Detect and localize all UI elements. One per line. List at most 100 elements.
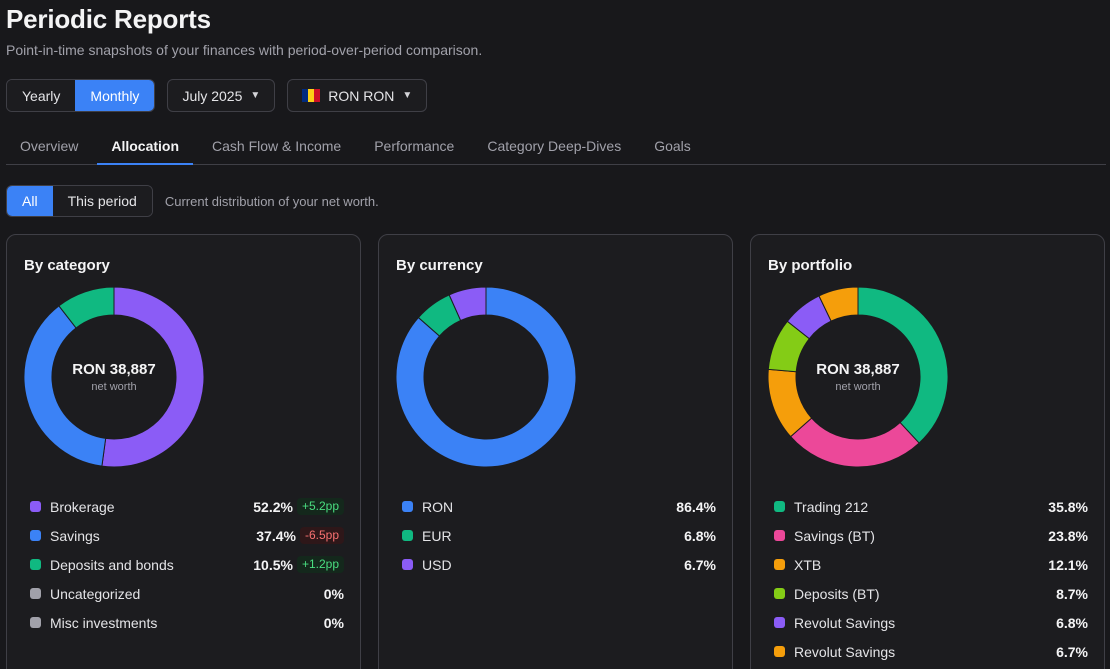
- scope-all-button[interactable]: All: [7, 186, 53, 216]
- donut-slice[interactable]: [396, 287, 576, 467]
- legend-label: Savings (BT): [794, 527, 875, 544]
- legend-label: EUR: [422, 527, 452, 544]
- currency-select[interactable]: RON RON ▼: [287, 79, 428, 112]
- legend-percentage: 0%: [323, 614, 344, 631]
- change-badge: -6.5pp: [299, 527, 344, 544]
- card-title: By portfolio: [768, 257, 853, 274]
- currency-legend: RON 86.4% EUR 6.8% USD 6.7%: [402, 492, 716, 579]
- legend-swatch: [774, 588, 785, 599]
- legend-swatch: [402, 501, 413, 512]
- tab-performance[interactable]: Performance: [374, 138, 455, 154]
- card-title: By currency: [396, 257, 483, 274]
- legend-swatch: [30, 617, 41, 628]
- legend-item: XTB 12.1%: [774, 550, 1088, 579]
- legend-item: RON 86.4%: [402, 492, 716, 521]
- legend-swatch: [774, 530, 785, 541]
- legend-swatch: [30, 588, 41, 599]
- currency-select-value: RON RON: [328, 87, 395, 104]
- legend-item: Savings (BT) 23.8%: [774, 521, 1088, 550]
- legend-label: Deposits (BT): [794, 585, 880, 602]
- legend-item: Deposits and bonds 10.5% +1.2pp: [30, 550, 344, 579]
- period-toggle: Yearly Monthly: [6, 79, 156, 112]
- legend-label: Savings: [50, 527, 100, 544]
- legend-percentage: 8.7%: [1056, 585, 1088, 602]
- legend-swatch: [774, 617, 785, 628]
- page-subtitle: Point-in-time snapshots of your finances…: [6, 42, 483, 58]
- legend-percentage: 23.8%: [1048, 527, 1088, 544]
- legend-label: Revolut Savings: [794, 643, 896, 660]
- donut-slice[interactable]: [818, 287, 859, 322]
- legend-percentage: 37.4%: [256, 527, 296, 544]
- portfolio-donut-chart: [768, 287, 948, 467]
- legend-percentage: 6.7%: [1056, 643, 1088, 660]
- scope-toggle: All This period: [6, 185, 153, 217]
- legend-item: Revolut Savings 6.8%: [774, 608, 1088, 637]
- legend-percentage: 6.8%: [684, 527, 716, 544]
- donut-slice[interactable]: [24, 305, 107, 467]
- category-card: By category RON 38,887 net worth Brokera…: [6, 234, 361, 669]
- legend-item: EUR 6.8%: [402, 521, 716, 550]
- scope-row: All This period Current distribution of …: [6, 185, 379, 217]
- tab-overview[interactable]: Overview: [20, 138, 79, 154]
- legend-item: USD 6.7%: [402, 550, 716, 579]
- legend-label: USD: [422, 556, 452, 573]
- category-donut-chart: [24, 287, 204, 467]
- page-title: Periodic Reports: [6, 4, 211, 34]
- legend-label: Deposits and bonds: [50, 556, 174, 573]
- legend-label: Revolut Savings: [794, 614, 896, 631]
- legend-swatch: [774, 559, 785, 570]
- month-select-value: July 2025: [182, 87, 243, 104]
- legend-swatch: [774, 501, 785, 512]
- portfolio-legend: Trading 212 35.8% Savings (BT) 23.8% XTB 12.1…: [774, 492, 1088, 666]
- portfolio-card: By portfolio RON 38,887 net worth Tradin…: [750, 234, 1105, 669]
- legend-label: RON: [422, 498, 454, 515]
- legend-item: Revolut Savings 6.7%: [774, 637, 1088, 666]
- legend-percentage: 12.1%: [1048, 556, 1088, 573]
- category-legend: Brokerage 52.2% +5.2pp Savings 37.4% -6.5pp De…: [30, 492, 344, 637]
- legend-label: Brokerage: [50, 498, 115, 515]
- legend-item: Misc investments 0%: [30, 608, 344, 637]
- scope-this-period-button[interactable]: This period: [52, 186, 152, 216]
- change-badge: +5.2pp: [296, 498, 344, 515]
- period-monthly-button[interactable]: Monthly: [75, 80, 155, 111]
- legend-swatch: [774, 646, 785, 657]
- legend-percentage: 52.2%: [253, 498, 293, 515]
- legend-item: Brokerage 52.2% +5.2pp: [30, 492, 344, 521]
- donut-slice[interactable]: [789, 417, 920, 467]
- donut-slice[interactable]: [58, 287, 115, 329]
- legend-label: Trading 212: [794, 498, 869, 515]
- currency-donut-chart: [396, 287, 576, 467]
- legend-swatch: [402, 530, 413, 541]
- tab-allocation[interactable]: Allocation: [97, 128, 193, 165]
- legend-percentage: 35.8%: [1048, 498, 1088, 515]
- report-controls: Yearly Monthly July 2025 ▼ RON RON ▼: [6, 79, 428, 112]
- legend-swatch: [30, 501, 41, 512]
- tab-category-deep-dives[interactable]: Category Deep-Dives: [487, 138, 622, 154]
- caret-down-icon: ▼: [250, 90, 261, 101]
- legend-item: Savings 37.4% -6.5pp: [30, 521, 344, 550]
- legend-swatch: [30, 559, 41, 570]
- currency-card: By currency RON 86.4% EUR 6.8% USD 6.7%: [378, 234, 733, 669]
- change-badge: +1.2pp: [296, 556, 344, 573]
- period-yearly-button[interactable]: Yearly: [7, 80, 76, 111]
- month-select[interactable]: July 2025 ▼: [167, 79, 276, 112]
- scope-hint: Current distribution of your net worth.: [164, 193, 379, 209]
- legend-label: Uncategorized: [50, 585, 141, 602]
- legend-label: Misc investments: [50, 614, 158, 631]
- romania-flag-icon: [302, 89, 321, 102]
- legend-percentage: 6.7%: [684, 556, 716, 573]
- donut-slice[interactable]: [101, 287, 204, 467]
- legend-swatch: [402, 559, 413, 570]
- report-tabs: Overview Allocation Cash Flow & Income P…: [6, 128, 1106, 165]
- legend-item: Deposits (BT) 8.7%: [774, 579, 1088, 608]
- donut-slice[interactable]: [448, 287, 487, 322]
- donut-slice[interactable]: [857, 287, 948, 444]
- legend-item: Trading 212 35.8%: [774, 492, 1088, 521]
- tab-goals[interactable]: Goals: [654, 138, 691, 154]
- legend-percentage: 10.5%: [253, 556, 293, 573]
- legend-percentage: 86.4%: [676, 498, 716, 515]
- legend-swatch: [30, 530, 41, 541]
- caret-down-icon: ▼: [402, 90, 413, 101]
- tab-cash-flow-income[interactable]: Cash Flow & Income: [212, 138, 342, 154]
- legend-item: Uncategorized 0%: [30, 579, 344, 608]
